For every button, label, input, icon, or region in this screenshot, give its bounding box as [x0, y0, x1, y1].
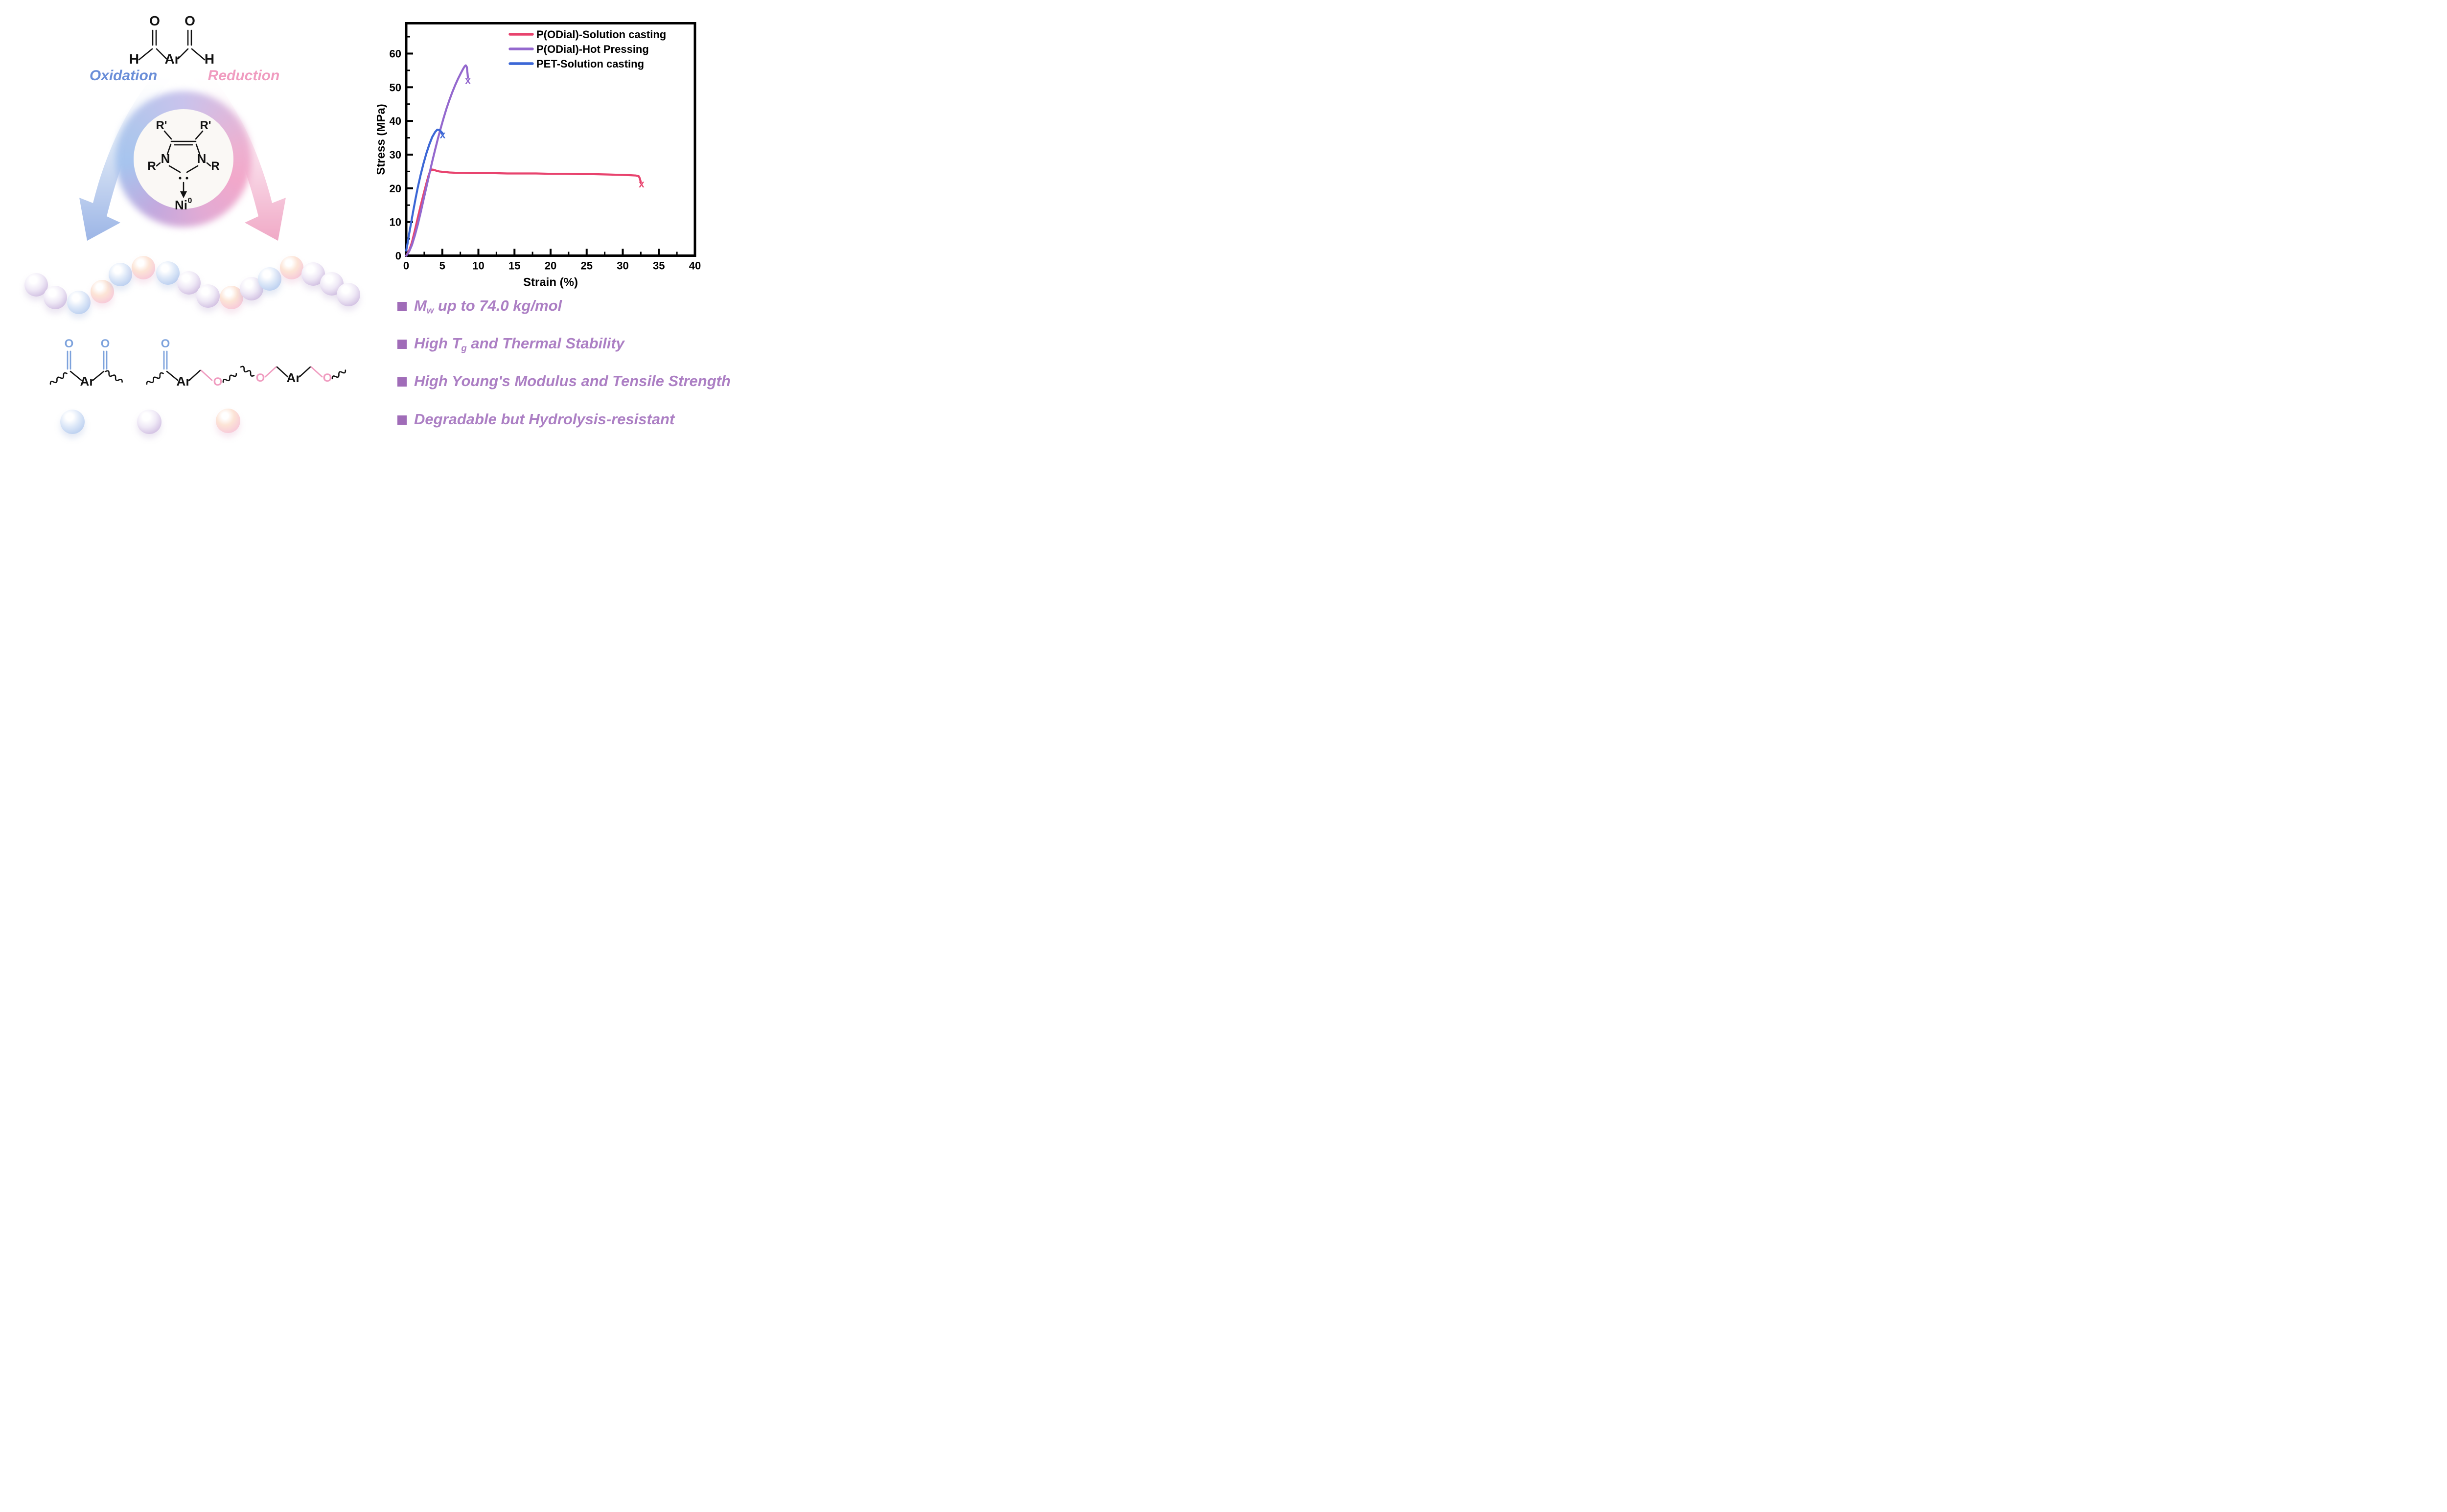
- lavender-monomer-sphere: [137, 410, 162, 434]
- stress-strain-chart: 0 5 10 15 20 25 30 35 40 0 10 20 30 40 50 60 Strain (%) S…: [374, 9, 724, 307]
- y-axis-title: Stress (MPa): [377, 104, 388, 175]
- substituent-r-left: R: [147, 160, 156, 173]
- blue-monomer-sphere: [156, 261, 180, 285]
- bullet-text-sub: g: [461, 343, 467, 353]
- diketone-unit-structure: O Ar O: [49, 337, 123, 389]
- x-tick-label: 15: [508, 260, 520, 272]
- atom-ar: Ar: [177, 374, 191, 389]
- lone-pair-dot: [185, 177, 188, 180]
- substituent-r-right: R: [211, 160, 219, 173]
- atom-h-right: H: [205, 51, 214, 67]
- bullet-row: High Tg and Thermal Stability: [397, 335, 624, 354]
- x-tick-label: 5: [439, 260, 445, 272]
- x-tick-label: 20: [545, 260, 556, 272]
- y-tick-label: 20: [390, 183, 401, 195]
- coordination-arrowhead-icon: [180, 191, 187, 198]
- substituent-rprime-right: R': [200, 119, 211, 132]
- x-tick-label: 35: [653, 260, 665, 272]
- bullet-text-sub: w: [426, 305, 434, 316]
- reduction-label: Reduction: [208, 68, 280, 84]
- y-tick-label: 60: [390, 47, 401, 60]
- lavender-monomer-sphere: [337, 283, 360, 306]
- curve-P(ODial)-Solution casting: [405, 168, 642, 257]
- bullet-square-icon: [397, 377, 407, 387]
- y-tick-label: 10: [390, 216, 401, 229]
- keto-ether-unit-structure: O Ar O: [146, 337, 237, 389]
- y-tick-label: 40: [390, 115, 401, 127]
- bullet-text-pre: High T: [414, 335, 462, 352]
- pink-monomer-sphere: [216, 409, 240, 433]
- pink-monomer-sphere: [220, 286, 243, 309]
- atom-n-left: N: [161, 151, 170, 166]
- lavender-monomer-sphere: [44, 286, 67, 309]
- bullet-text: High Young's Modulus and Tensile Strengt…: [414, 372, 731, 391]
- legend-label-PET-Solution casting: PET-Solution casting: [536, 58, 644, 70]
- pink-monomer-sphere: [132, 256, 155, 279]
- stress-strain-plot: 0 5 10 15 20 25 30 35 40 0 10 20 30 40 50 60 Strain (%) S…: [374, 22, 701, 289]
- atom-ar: Ar: [164, 51, 180, 67]
- bullet-text-post: and Thermal Stability: [466, 335, 624, 352]
- lavender-monomer-sphere: [177, 271, 201, 295]
- blue-monomer-sphere: [258, 267, 281, 291]
- graphical-abstract: O O H Ar H Oxidation Reduction R' R' N N…: [0, 0, 761, 454]
- end-marker-P(ODial)-Hot Pressing: x: [465, 75, 471, 87]
- bullet-square-icon: [397, 339, 407, 349]
- end-marker-P(ODial)-Solution casting: x: [639, 179, 645, 190]
- legend-label-P(ODial)-Hot Pressing: P(ODial)-Hot Pressing: [536, 43, 649, 55]
- dialdehyde-structure: O O H Ar H: [129, 14, 214, 67]
- curve-PET-Solution casting: [405, 128, 443, 252]
- oxidation-label: Oxidation: [89, 68, 158, 84]
- bullet-row: High Young's Modulus and Tensile Strengt…: [397, 372, 731, 391]
- bullet-row: Mw up to 74.0 kg/mol: [397, 297, 562, 316]
- nhc-catalyst-structure: R' R' N N R R Ni 0: [147, 119, 219, 212]
- atom-h-left: H: [129, 51, 139, 67]
- blue-monomer-sphere: [67, 291, 91, 314]
- atom-o-right: O: [213, 375, 223, 389]
- atom-o-left: O: [161, 337, 170, 350]
- x-tick-label: 30: [617, 260, 628, 272]
- end-marker-PET-Solution casting: x: [440, 129, 446, 140]
- atom-n-right: N: [197, 151, 207, 166]
- atom-o-right: O: [101, 337, 110, 350]
- legend-label-P(ODial)-Solution casting: P(ODial)-Solution casting: [536, 28, 666, 41]
- atom-ni: Ni: [175, 198, 187, 212]
- y-tick-label: 30: [390, 149, 401, 161]
- pink-monomer-sphere: [91, 280, 114, 303]
- bullet-row: Degradable but Hydrolysis-resistant: [397, 411, 674, 430]
- atom-o-right: O: [185, 14, 195, 28]
- y-tick-label: 50: [390, 81, 401, 93]
- bullet-square-icon: [397, 415, 407, 425]
- curve-P(ODial)-Hot Pressing: [405, 64, 469, 257]
- diether-unit-structure: O Ar O: [240, 366, 346, 385]
- x-tick-label: 25: [581, 260, 593, 272]
- atom-o-right: O: [323, 371, 332, 385]
- substituent-rprime-left: R': [156, 119, 167, 132]
- lone-pair-dot: [179, 177, 182, 180]
- bullet-text-post: Degradable but Hydrolysis-resistant: [414, 411, 675, 428]
- atom-ar: Ar: [287, 370, 301, 385]
- atom-ar: Ar: [80, 374, 94, 389]
- bullet-text-post: High Young's Modulus and Tensile Strengt…: [414, 372, 731, 389]
- bullet-text-post: up to 74.0 kg/mol: [434, 297, 562, 314]
- bullet-text: Mw up to 74.0 kg/mol: [414, 297, 562, 316]
- bullet-text-pre: M: [414, 297, 427, 314]
- atom-ni-superscript: 0: [188, 197, 192, 205]
- blue-monomer-sphere: [109, 263, 132, 286]
- atom-o-left: O: [256, 371, 265, 385]
- lavender-monomer-sphere: [196, 284, 220, 308]
- blue-monomer-sphere: [60, 410, 85, 434]
- atom-o-left: O: [149, 14, 160, 28]
- pink-monomer-sphere: [280, 256, 303, 279]
- atom-o-left: O: [65, 337, 74, 350]
- bullet-square-icon: [397, 301, 407, 311]
- bullet-text: Degradable but Hydrolysis-resistant: [414, 411, 674, 430]
- x-tick-label: 10: [472, 260, 484, 272]
- bullet-text: High Tg and Thermal Stability: [414, 335, 624, 354]
- x-axis-title: Strain (%): [523, 276, 578, 289]
- x-tick-label: 40: [689, 260, 701, 272]
- y-tick-label: 0: [395, 250, 401, 262]
- x-tick-label: 0: [403, 260, 409, 272]
